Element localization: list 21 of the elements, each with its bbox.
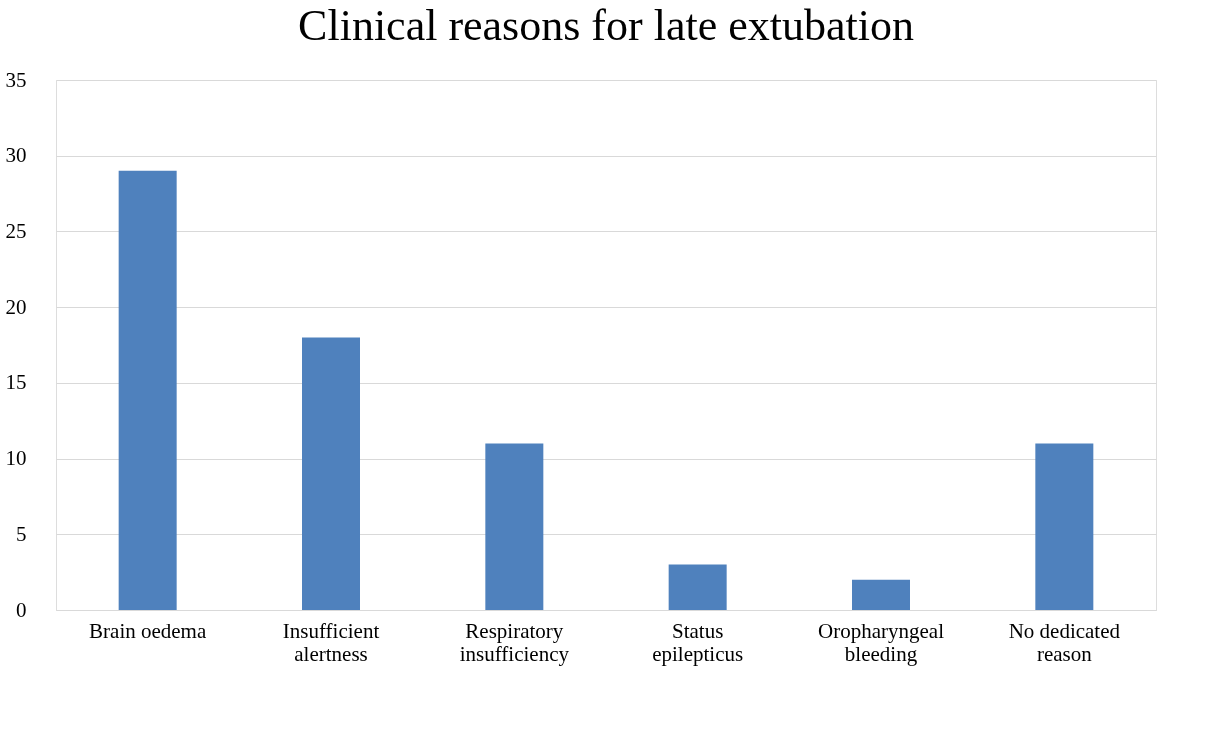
x-tick-label: Brain oedema	[89, 618, 207, 643]
x-tick-label: Oropharyngeal bleeding	[818, 618, 945, 666]
x-tick-label: Insufficient alertness	[282, 618, 380, 666]
y-tick-label: 25	[5, 218, 27, 243]
x-tick-label: Respiratory insufficiency	[459, 618, 570, 666]
bar	[668, 564, 727, 610]
y-tick-label: 35	[5, 67, 27, 92]
y-tick-label: 5	[16, 521, 27, 546]
x-tick-label: Status epilepticus	[652, 618, 744, 666]
bar	[302, 337, 360, 610]
bar	[1035, 443, 1094, 610]
x-tick-label: No dedicated reason	[1008, 618, 1121, 666]
y-tick-label: 10	[5, 446, 27, 471]
bar	[118, 170, 177, 610]
y-tick-label: 20	[5, 294, 27, 319]
bar	[852, 579, 910, 610]
chart-title: Clinical reasons for late extubation	[298, 1, 914, 50]
y-tick-label: 0	[16, 597, 27, 622]
y-tick-label: 30	[5, 143, 27, 168]
y-tick-label: 15	[5, 370, 27, 395]
bar	[485, 443, 544, 610]
